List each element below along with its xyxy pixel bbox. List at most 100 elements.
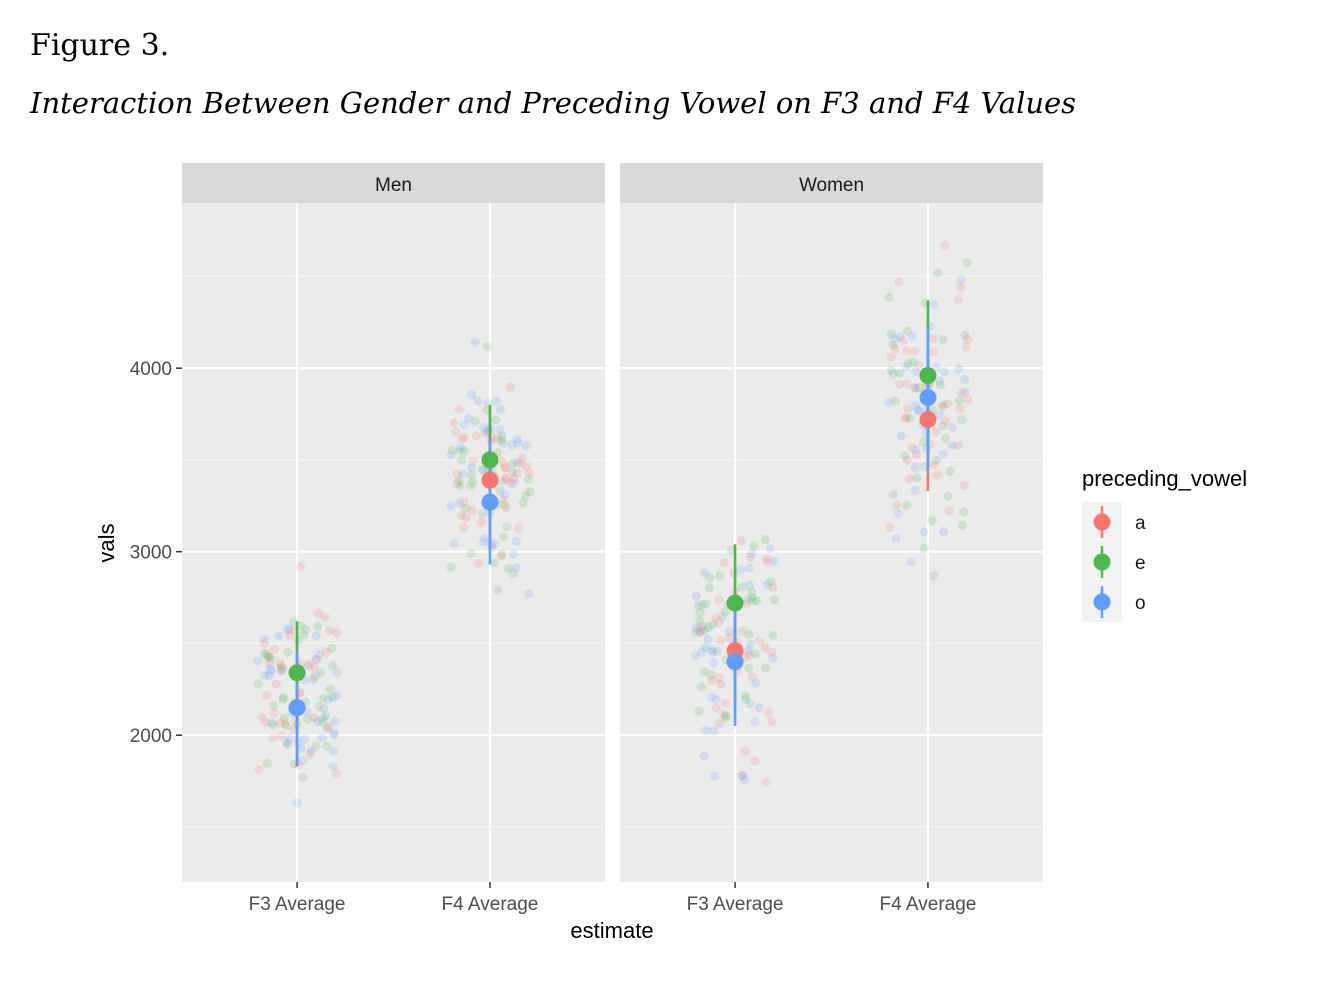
raw-point-o xyxy=(929,300,939,310)
raw-point-e xyxy=(738,582,748,592)
mean-point-o xyxy=(288,699,306,717)
raw-point-o xyxy=(896,431,906,441)
raw-point-a xyxy=(714,617,724,628)
raw-point-a xyxy=(449,418,459,428)
raw-point-e xyxy=(322,742,332,752)
raw-point-o xyxy=(919,527,929,537)
raw-point-o xyxy=(911,445,921,455)
raw-point-a xyxy=(711,612,721,623)
raw-point-o xyxy=(745,639,756,649)
raw-point-o xyxy=(718,612,728,622)
raw-point-a xyxy=(890,344,900,354)
raw-point-a xyxy=(894,277,904,287)
raw-point-a xyxy=(312,654,322,665)
raw-point-o xyxy=(265,664,275,674)
raw-point-a xyxy=(932,470,942,480)
raw-point-a xyxy=(750,756,760,766)
raw-point-o xyxy=(292,798,302,808)
raw-point-e xyxy=(504,563,514,574)
raw-point-e xyxy=(695,615,705,626)
raw-point-o xyxy=(737,771,748,781)
raw-point-a xyxy=(941,416,951,426)
raw-point-o xyxy=(910,486,921,496)
raw-point-e xyxy=(740,691,750,701)
raw-point-a xyxy=(501,475,511,485)
raw-point-a xyxy=(719,557,730,568)
raw-point-a xyxy=(505,382,515,392)
raw-point-o xyxy=(306,746,316,756)
raw-point-o xyxy=(698,621,708,631)
raw-point-a xyxy=(901,413,911,423)
raw-point-o xyxy=(947,423,958,433)
raw-point-o xyxy=(478,465,489,475)
raw-point-e xyxy=(705,573,715,583)
raw-point-e xyxy=(508,569,519,579)
raw-point-e xyxy=(938,421,948,431)
raw-point-a xyxy=(269,708,279,718)
raw-point-e xyxy=(902,326,913,336)
panel-strip-label: Women xyxy=(799,175,864,196)
raw-point-e xyxy=(322,723,332,733)
raw-point-o xyxy=(513,438,523,448)
raw-point-e xyxy=(750,649,760,659)
raw-point-o xyxy=(315,649,325,660)
raw-point-a xyxy=(454,405,464,415)
raw-point-a xyxy=(254,765,264,775)
raw-point-e xyxy=(477,465,487,475)
raw-point-e xyxy=(902,500,912,510)
raw-point-e xyxy=(943,491,953,501)
raw-point-o xyxy=(707,647,718,657)
raw-point-o xyxy=(310,671,321,681)
raw-point-e xyxy=(328,692,338,703)
raw-point-a xyxy=(474,558,484,568)
legend-key-point xyxy=(1093,593,1111,611)
raw-point-o xyxy=(739,774,750,785)
raw-point-a xyxy=(721,698,731,708)
raw-point-a xyxy=(498,495,508,505)
raw-point-e xyxy=(298,630,309,640)
raw-point-a xyxy=(476,517,487,527)
raw-point-a xyxy=(957,388,967,398)
raw-point-a xyxy=(512,468,522,478)
raw-point-a xyxy=(944,506,954,516)
x-tick-label: F3 Average xyxy=(687,894,784,915)
raw-point-e xyxy=(502,522,512,532)
raw-point-a xyxy=(457,434,467,444)
raw-point-a xyxy=(261,690,272,700)
raw-point-a xyxy=(452,469,462,479)
raw-point-e xyxy=(470,417,480,427)
raw-point-o xyxy=(266,665,276,675)
raw-point-a xyxy=(306,749,316,759)
raw-point-e xyxy=(298,772,308,782)
raw-point-o xyxy=(282,739,292,750)
raw-point-a xyxy=(767,647,777,657)
raw-point-o xyxy=(888,369,898,379)
raw-point-o xyxy=(765,544,775,554)
raw-point-o xyxy=(329,746,339,756)
raw-point-a xyxy=(929,460,939,470)
raw-point-a xyxy=(714,595,724,605)
raw-point-a xyxy=(929,347,939,357)
raw-point-e xyxy=(933,268,943,278)
raw-point-a xyxy=(514,523,524,533)
raw-point-e xyxy=(497,549,507,559)
raw-point-o xyxy=(707,645,717,655)
mean-point-a xyxy=(919,411,937,429)
raw-point-o xyxy=(745,699,755,709)
raw-point-e xyxy=(699,666,709,677)
raw-point-e xyxy=(914,383,924,393)
raw-point-e xyxy=(766,576,776,587)
raw-point-a xyxy=(931,427,941,437)
raw-point-o xyxy=(751,678,761,688)
raw-point-o xyxy=(910,462,921,472)
raw-point-a xyxy=(280,719,290,729)
raw-point-e xyxy=(296,621,306,631)
raw-point-e xyxy=(461,503,471,513)
raw-point-a xyxy=(264,658,274,668)
mean-point-e xyxy=(726,594,744,612)
raw-point-e xyxy=(279,693,289,703)
legend-label: e xyxy=(1135,553,1146,574)
raw-point-e xyxy=(691,628,701,638)
raw-point-a xyxy=(737,626,747,636)
raw-point-e xyxy=(308,674,318,684)
